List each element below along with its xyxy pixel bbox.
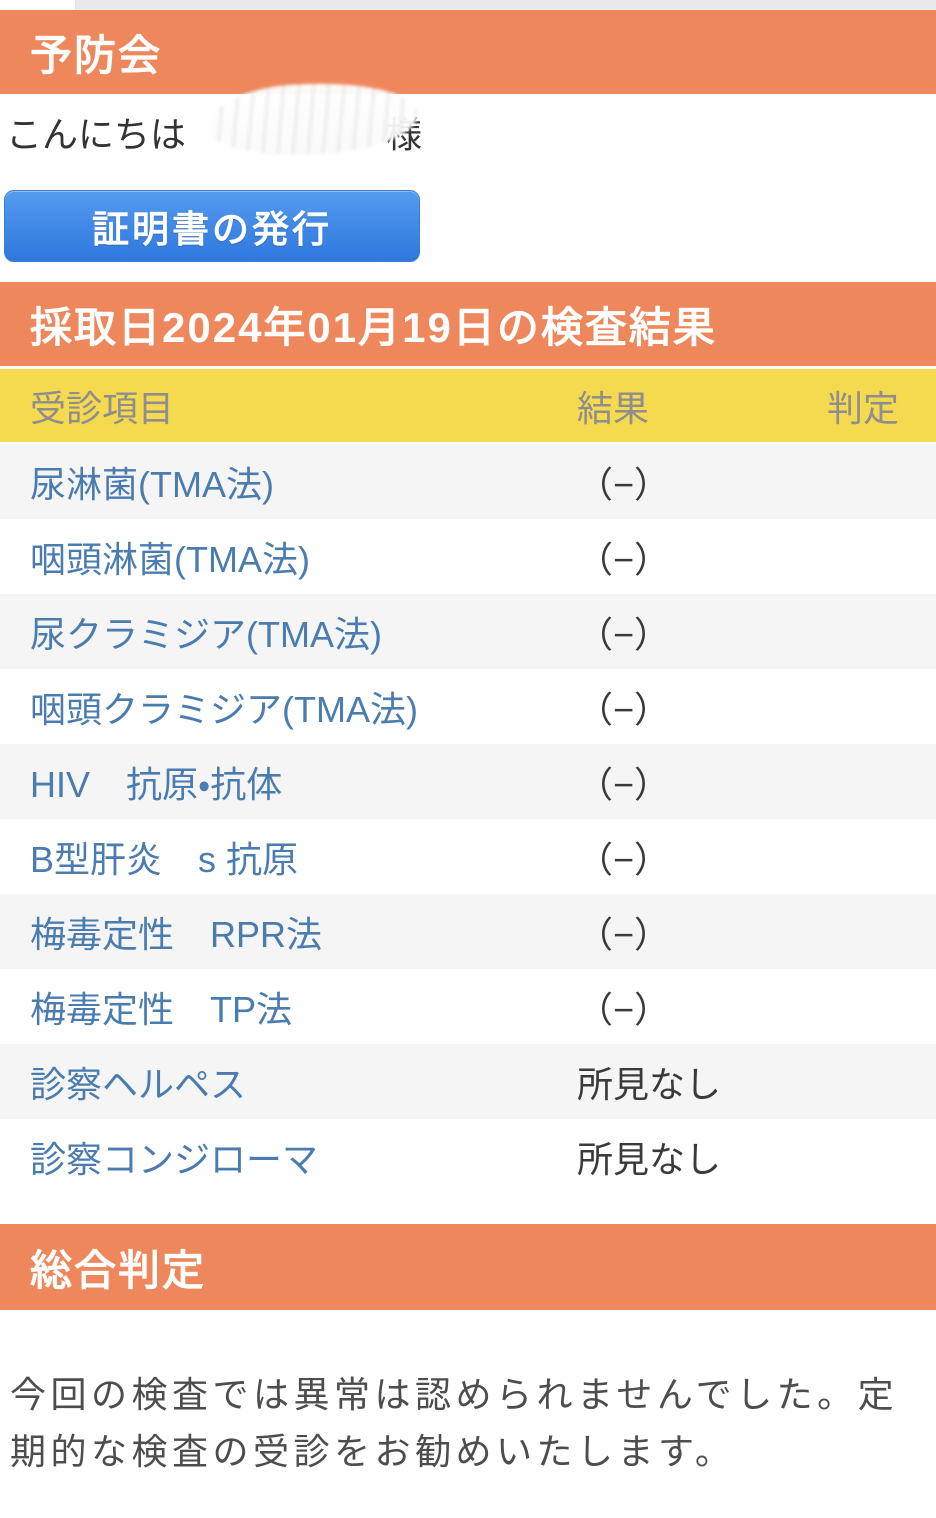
table-row: 梅毒定性 TP法 （−）: [0, 969, 936, 1044]
test-item-link[interactable]: 咽頭クラミジア(TMA法): [30, 688, 418, 730]
site-title: 予防会: [30, 31, 163, 79]
test-result-value: 所見なし: [577, 1063, 722, 1105]
table-row: 尿クラミジア(TMA法) （−）: [0, 594, 936, 669]
test-item-link[interactable]: HIV 抗原・抗体: [30, 763, 283, 805]
test-result-value: （−）: [577, 838, 671, 880]
test-result-value: （−）: [577, 913, 671, 955]
test-result-value: 所見なし: [577, 1138, 722, 1180]
issue-certificate-button[interactable]: 証明書の発行: [4, 190, 420, 262]
table-row: 梅毒定性 RPR法 （−）: [0, 894, 936, 969]
table-row: 診察ヘルペス 所見なし: [0, 1044, 936, 1119]
summary-text: 今回の検査では異常は認められませんでした。定期的な検査の受診をお勧めいたします。: [10, 1374, 899, 1472]
results-table: 尿淋菌(TMA法) （−） 咽頭淋菌(TMA法) （−） 尿クラミジア(TMA法) （−）…: [0, 444, 936, 1194]
app-header: 予防会: [0, 10, 936, 94]
table-row: 咽頭淋菌(TMA法) （−）: [0, 519, 936, 594]
results-section-title: 採取日2024年01月19日の検査結果: [30, 303, 717, 351]
table-row: HIV 抗原・抗体 （−）: [0, 744, 936, 819]
table-row: 尿淋菌(TMA法) （−）: [0, 444, 936, 519]
column-header-judgement: 判定: [827, 387, 900, 429]
test-result-value: （−）: [577, 763, 671, 805]
greeting-text: こんにちは: [6, 114, 187, 155]
results-section-header: 採取日2024年01月19日の検査結果: [0, 282, 936, 366]
column-header-item: 受診項目: [30, 387, 175, 429]
test-item-link[interactable]: 咽頭淋菌(TMA法): [30, 538, 310, 580]
overall-section-title: 総合判定: [30, 1246, 207, 1294]
test-result-value: （−）: [577, 463, 671, 505]
overall-section-header: 総合判定: [0, 1224, 936, 1310]
test-result-value: （−）: [577, 538, 671, 580]
column-header-result: 結果: [577, 387, 650, 429]
test-item-link[interactable]: 尿クラミジア(TMA法): [30, 613, 382, 655]
status-strip: [0, 0, 936, 10]
table-row: 咽頭クラミジア(TMA法) （−）: [0, 669, 936, 744]
test-item-link[interactable]: 尿淋菌(TMA法): [30, 463, 274, 505]
test-result-value: （−）: [577, 613, 671, 655]
table-row: 診察コンジローマ 所見なし: [0, 1119, 936, 1194]
table-header-row: 受診項目 結果 判定: [0, 369, 936, 442]
test-result-value: （−）: [577, 688, 671, 730]
test-item-link[interactable]: 診察ヘルペス: [30, 1063, 247, 1105]
test-result-value: （−）: [577, 988, 671, 1030]
test-item-link[interactable]: B型肝炎 s 抗原: [30, 838, 299, 880]
test-item-link[interactable]: 梅毒定性 TP法: [30, 988, 293, 1030]
test-item-link[interactable]: 梅毒定性 RPR法: [30, 913, 323, 955]
test-item-link[interactable]: 診察コンジローマ: [30, 1138, 319, 1180]
greeting: こんにちは 様: [0, 106, 936, 158]
table-row: B型肝炎 s 抗原 （−）: [0, 819, 936, 894]
